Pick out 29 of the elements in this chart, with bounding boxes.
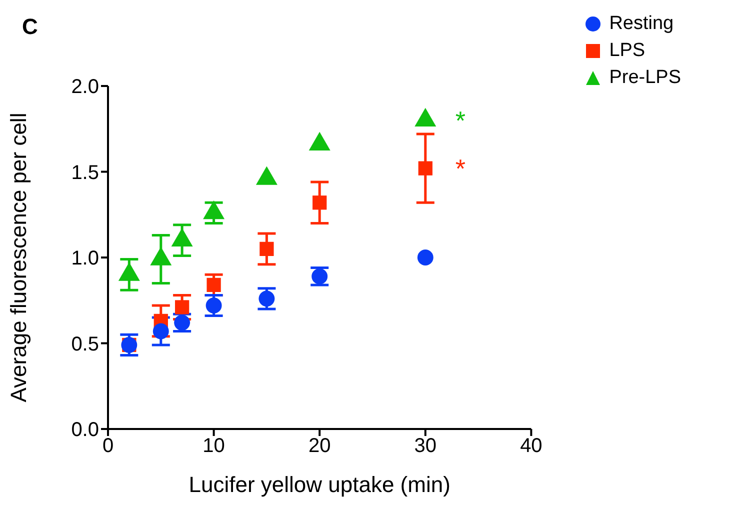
y-axis-title: Average fluorescence per cell [6, 112, 31, 402]
x-tick-label: 30 [414, 435, 437, 458]
y-tick-label: 0.0 [71, 419, 99, 442]
point [417, 250, 434, 266]
point [308, 132, 330, 151]
legend-label: Pre-LPS [609, 66, 681, 90]
point [260, 242, 274, 256]
x-tick-label: 0 [102, 435, 114, 458]
legend-label: Resting [609, 12, 674, 36]
legend-label: LPS [609, 39, 646, 63]
point [256, 166, 278, 185]
point [152, 323, 169, 340]
x-tick-label: 40 [520, 435, 542, 458]
annotation: * [455, 154, 466, 184]
point [206, 278, 221, 292]
point [203, 200, 225, 220]
y-tick-label: 2.0 [71, 76, 99, 98]
text: C [22, 14, 38, 40]
y-tick-label: 0.5 [71, 333, 99, 356]
point [414, 108, 436, 127]
point [206, 298, 222, 314]
point [258, 290, 275, 307]
point [174, 300, 190, 314]
y-tick-label: 1.5 [71, 162, 99, 184]
x-axis-title: Lucifer yellow uptake (min) [188, 472, 450, 497]
x-tick-label: 10 [202, 435, 225, 458]
x-tick-label: 20 [308, 435, 331, 458]
y-tick-label: 1.0 [71, 248, 99, 270]
annotation: * [455, 106, 466, 136]
